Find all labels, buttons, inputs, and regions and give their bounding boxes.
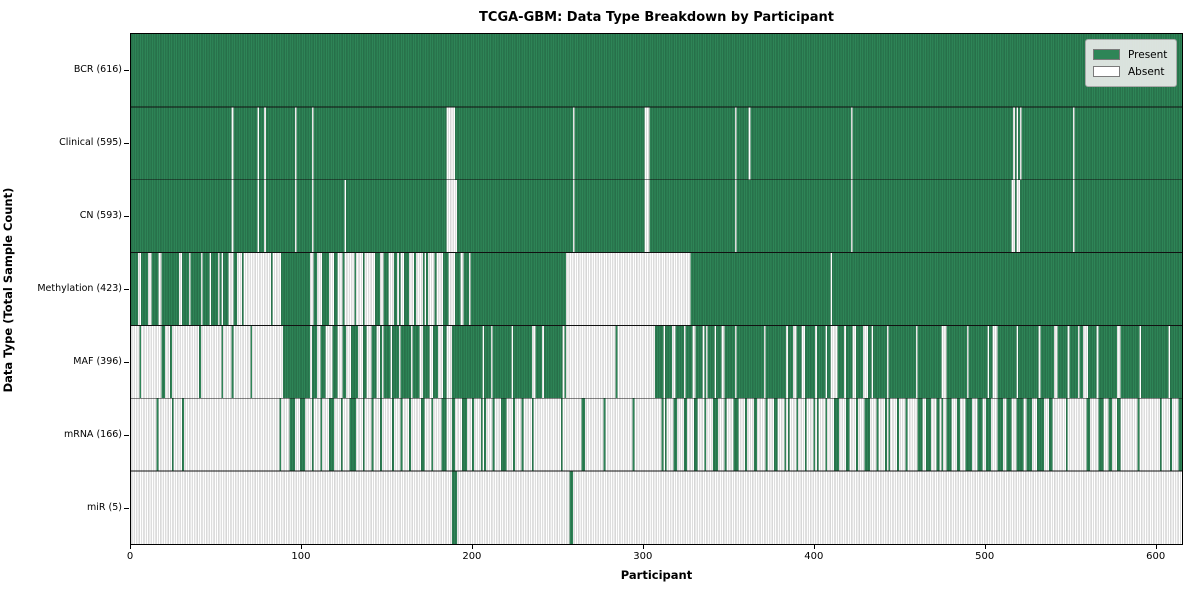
legend-entry-present: Present	[1093, 46, 1168, 63]
presence-heatmap	[131, 34, 1182, 544]
x-tick-label: 0	[126, 551, 134, 562]
x-tick-mark	[984, 545, 986, 549]
bar-edge-overlay	[131, 34, 1182, 544]
x-axis-label: Participant	[620, 568, 693, 582]
chart-title: TCGA-GBM: Data Type Breakdown by Partici…	[479, 10, 834, 25]
x-tick-label: 600	[1146, 551, 1166, 562]
y-tick-label: CN (593)	[79, 209, 122, 221]
y-tick-label: MAF (396)	[73, 356, 122, 368]
x-tick-mark	[300, 545, 302, 549]
y-tick-label: Clinical (595)	[59, 136, 122, 148]
absent-swatch	[1093, 66, 1120, 77]
x-tick-label: 400	[804, 551, 824, 562]
y-tick-mark	[124, 289, 129, 290]
y-tick-label: mRNA (166)	[63, 429, 122, 441]
x-tick-mark	[130, 545, 131, 549]
x-tick-label: 300	[633, 551, 653, 562]
y-tick-mark	[124, 362, 129, 364]
x-tick-mark	[1155, 545, 1157, 549]
y-tick-mark	[124, 508, 129, 510]
y-tick-label: miR (5)	[87, 502, 122, 514]
legend-label: Present	[1128, 48, 1168, 61]
y-tick-mark	[124, 435, 129, 437]
y-tick-mark	[124, 69, 129, 71]
legend-entry-absent: Absent	[1093, 63, 1168, 80]
present-swatch	[1093, 49, 1120, 60]
x-tick-mark	[642, 545, 644, 549]
x-tick-label: 500	[975, 551, 995, 562]
y-tick-mark	[124, 215, 129, 217]
x-tick-label: 200	[462, 551, 482, 562]
x-tick-label: 100	[291, 551, 311, 562]
x-tick-mark	[471, 545, 473, 549]
y-tick-label: BCR (616)	[73, 63, 122, 75]
y-tick-label: Methylation (423)	[37, 283, 122, 294]
legend: Present Absent	[1085, 39, 1177, 87]
x-tick-mark	[813, 545, 815, 549]
legend-label: Absent	[1128, 65, 1165, 78]
plot-area	[130, 33, 1183, 545]
y-tick-mark	[124, 142, 129, 144]
